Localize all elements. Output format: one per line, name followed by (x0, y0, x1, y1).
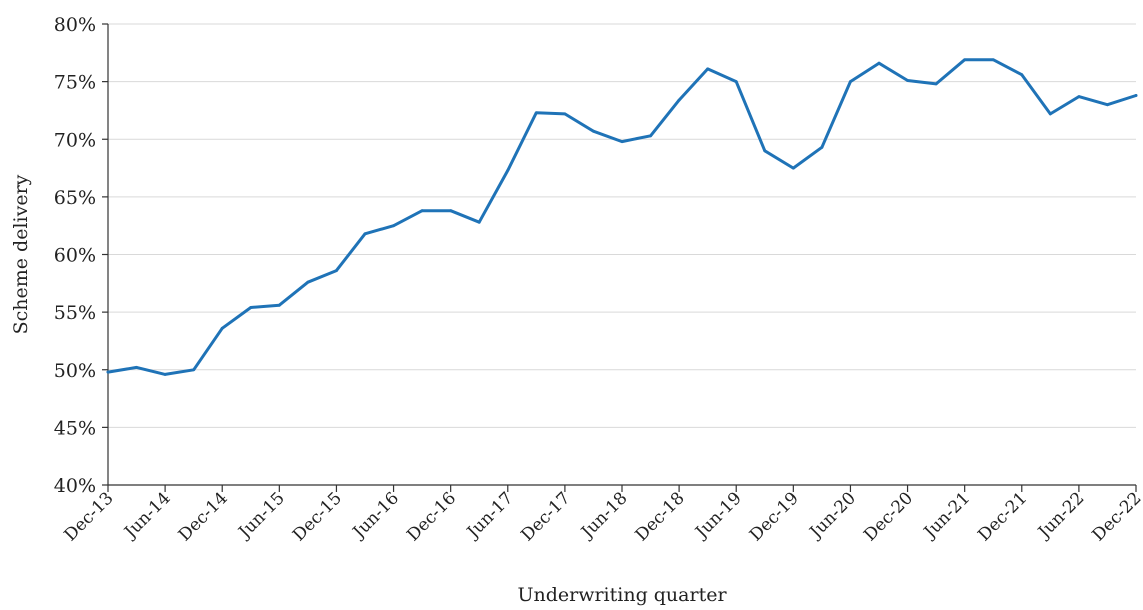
data-point (592, 129, 595, 133)
y-tick-label: 55% (54, 302, 96, 324)
data-point (877, 61, 881, 65)
y-tick-label: 65% (54, 187, 96, 209)
x-tick-label: Jun-16 (348, 488, 403, 543)
data-point (620, 140, 624, 143)
x-tick-label: Dec-22 (1089, 488, 1143, 545)
x-tick-label: Dec-14 (175, 488, 232, 545)
data-point (135, 366, 138, 369)
y-tick-label: 45% (54, 417, 96, 439)
data-point (449, 209, 453, 213)
data-point (277, 303, 281, 307)
x-tick-label: Jun-17 (462, 488, 517, 543)
data-point (306, 280, 310, 284)
data-point (706, 67, 710, 71)
y-tick-label: 70% (54, 129, 96, 151)
x-tick-label: Jun-20 (805, 488, 860, 543)
x-tick-label: Jun-15 (234, 488, 289, 543)
x-tick-label: Jun-18 (576, 488, 631, 543)
data-point (991, 58, 995, 62)
y-tick-label: 75% (54, 72, 96, 94)
x-tick-label: Dec-18 (632, 488, 689, 545)
x-tick-label: Dec-15 (289, 488, 346, 545)
data-point (934, 82, 938, 86)
x-tick-label: Dec-19 (746, 488, 803, 545)
data-point (392, 224, 395, 228)
x-tick-label: Dec-20 (860, 488, 917, 545)
gridlines (108, 23, 1136, 428)
data-point (1134, 94, 1138, 97)
data-point (677, 98, 681, 102)
data-point (335, 269, 338, 273)
data-point (192, 368, 196, 372)
data-point (1048, 112, 1052, 116)
data-point (477, 220, 481, 224)
data-point (249, 306, 253, 309)
data-point (906, 79, 909, 82)
data-point (506, 168, 510, 172)
y-axis: 40% 45% 50% 55% 60% 65% 70% 75% 80% (54, 14, 109, 497)
x-tick-label: Dec-17 (517, 488, 574, 545)
x-axis: Dec-13 Jun-14 Dec-14 Jun-15 Dec-15 Jun-16 Dec-… (61, 484, 1143, 545)
data-point (220, 326, 224, 330)
data-point (820, 145, 824, 149)
y-tick-label: 40% (54, 475, 96, 497)
series-line (106, 58, 1138, 376)
y-axis-title: Scheme delivery (10, 174, 32, 334)
y-tick-label: 80% (54, 14, 96, 36)
y-tick-label: 60% (54, 245, 96, 267)
data-point (649, 134, 652, 138)
data-point (1106, 103, 1109, 107)
x-tick-label: Jun-22 (1033, 488, 1088, 543)
data-point (563, 112, 567, 116)
data-point (849, 80, 852, 84)
data-point (734, 80, 738, 84)
y-tick-label: 50% (54, 360, 96, 382)
data-point (791, 166, 795, 170)
data-point (763, 149, 767, 153)
x-axis-title: Underwriting quarter (517, 584, 727, 606)
series-group (106, 58, 1138, 376)
data-point (1020, 73, 1024, 77)
data-point (363, 232, 367, 236)
data-point (106, 370, 110, 374)
x-tick-label: Jun-14 (119, 488, 174, 543)
data-point (420, 209, 424, 213)
data-point (1077, 95, 1081, 99)
x-tick-label: Jun-19 (691, 488, 746, 543)
x-tick-label: Jun-21 (919, 488, 974, 543)
data-point (963, 58, 967, 62)
x-tick-label: Dec-16 (403, 488, 460, 545)
x-tick-label: Dec-21 (974, 488, 1031, 545)
data-point (163, 372, 167, 376)
data-point (534, 111, 538, 115)
